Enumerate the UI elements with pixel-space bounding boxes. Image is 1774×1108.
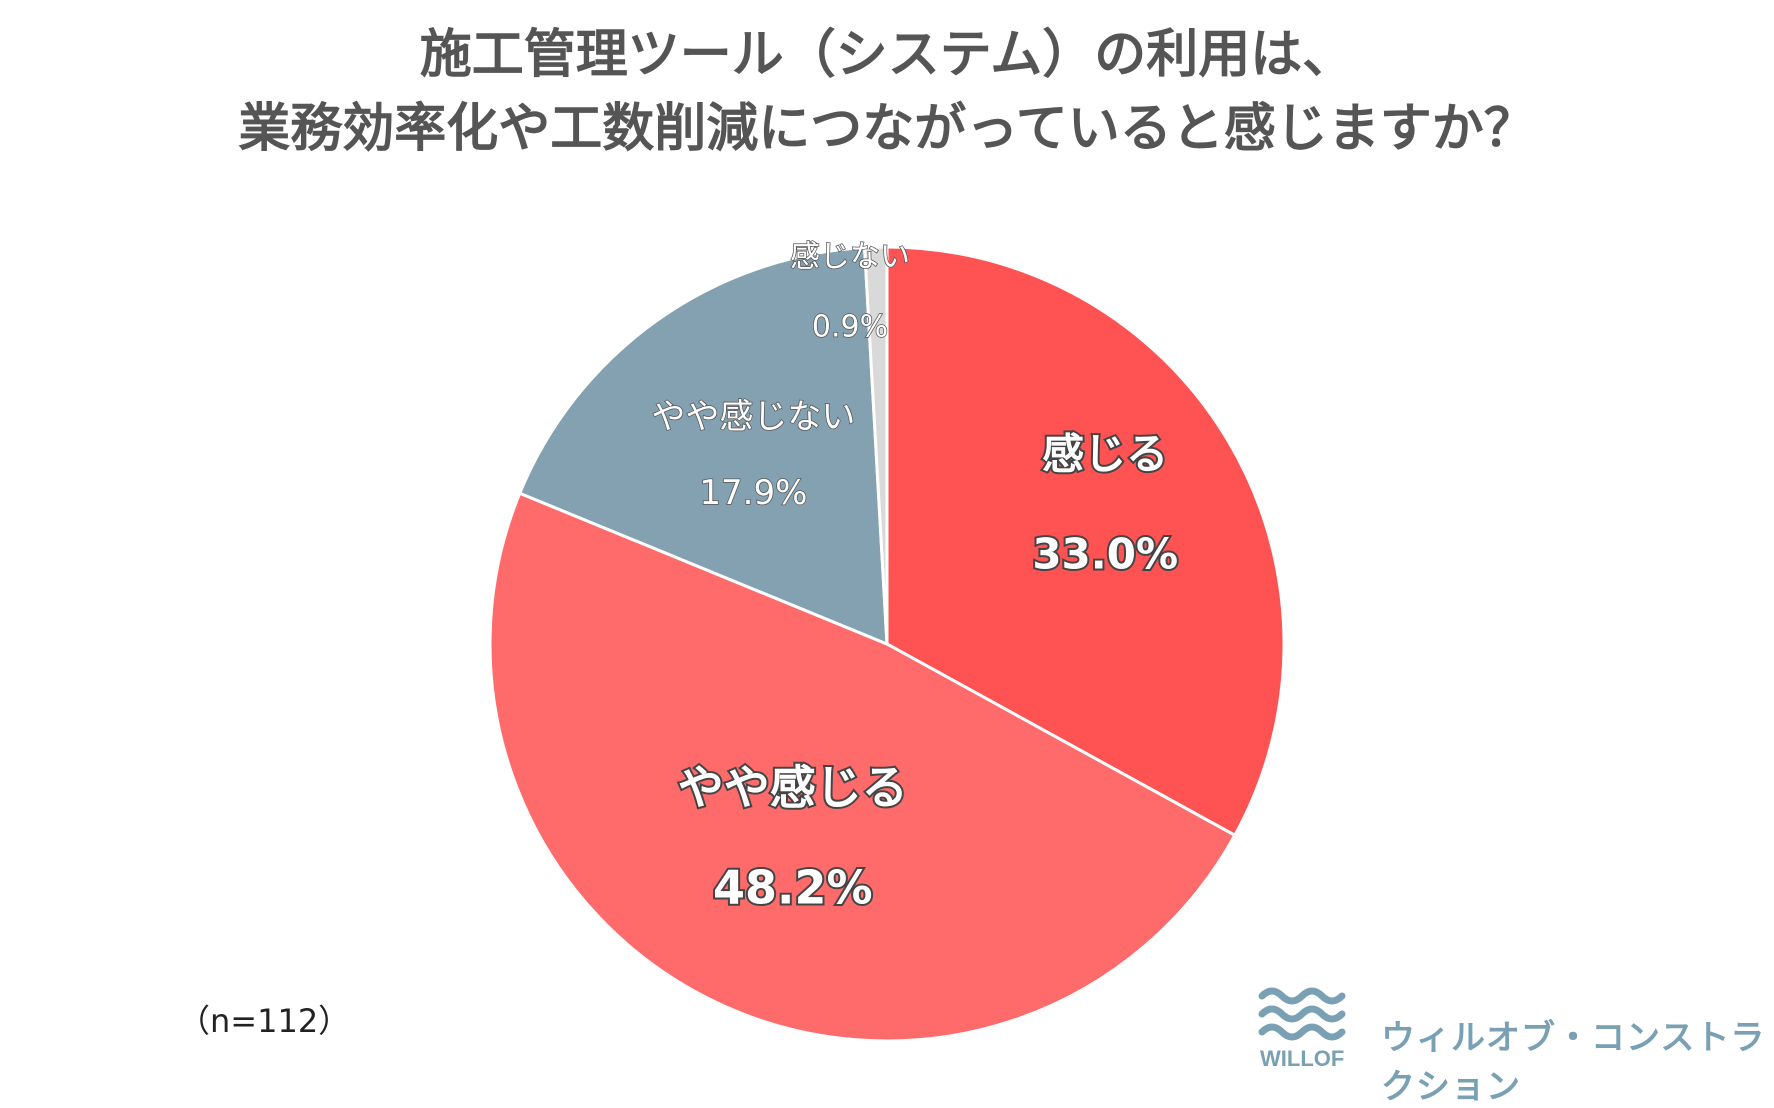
slice-label-2: やや感じる — [678, 760, 908, 814]
slice-label-3: やや感じない — [651, 397, 855, 437]
chart-title-line-1: 施工管理ツール（システム）の利用は、 — [419, 25, 1355, 85]
pie-slice-2 — [488, 491, 1237, 1043]
sample-size-note: （n=112） — [178, 1002, 351, 1040]
brand-name: ウィルオブ・コンストラクション — [1381, 1018, 1766, 1107]
slice-value-3: 17.9% — [699, 473, 807, 513]
logo-wordmark: WILLOF — [1260, 1046, 1344, 1071]
pie-slice-1 — [885, 245, 1286, 838]
slice-value-1: 33.0% — [1032, 529, 1178, 578]
slice-label-4: 感じない — [790, 239, 910, 274]
pie-slice-4 — [862, 245, 889, 645]
slice-label-1: 感じる — [1042, 429, 1168, 478]
chart-title: 施工管理ツール（システム）の利用は、 業務効率化や工数削減につながっていると感じ… — [0, 18, 1774, 166]
willof-logo: WILLOF — [1258, 987, 1346, 1071]
slice-value-2: 48.2% — [713, 860, 873, 914]
slice-value-4: 0.9% — [812, 309, 888, 344]
pie-slice-3 — [517, 246, 889, 647]
chart-title-line-2: 業務効率化や工数削減につながっていると感じますか？ — [238, 99, 1536, 159]
